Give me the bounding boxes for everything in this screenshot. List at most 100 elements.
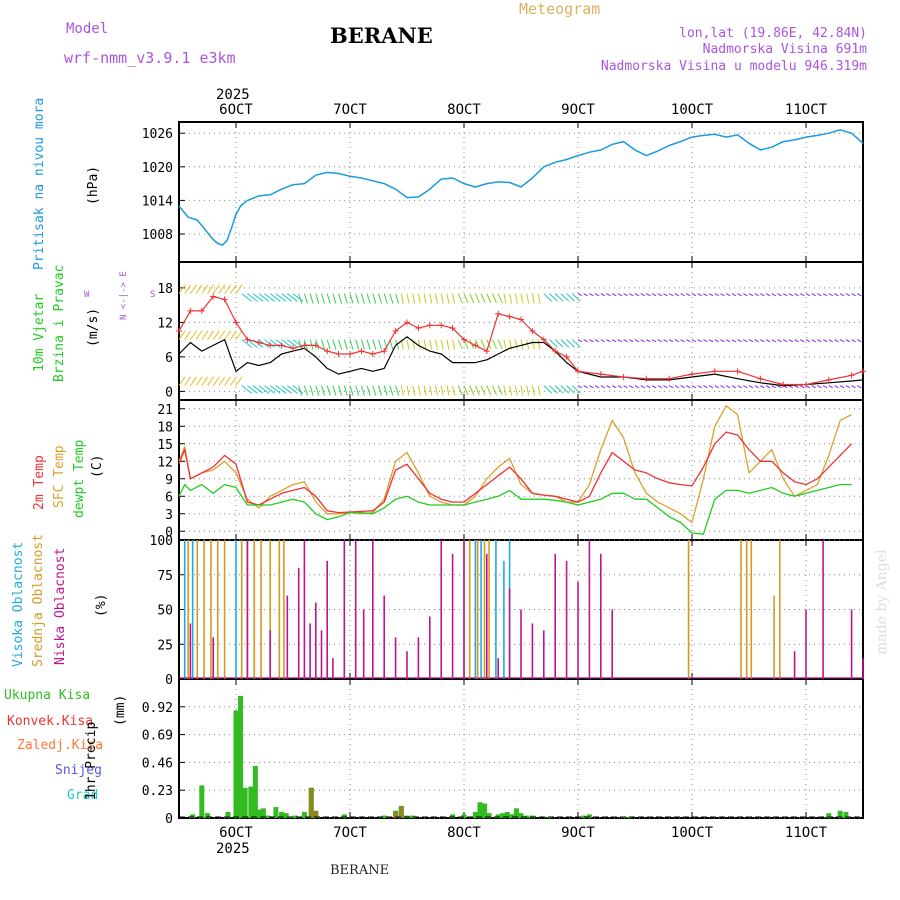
wind-barb [543,293,553,302]
wind-barb [229,284,237,294]
wind-barb [834,339,839,343]
wind-barb [179,330,186,340]
y-tick-label: 1014 [142,194,173,209]
wind-barb [446,339,450,350]
y-tick-label: 6 [165,351,173,366]
x-tick-label-bottom: 9OCT [561,825,595,841]
wind-barb [691,339,697,343]
wind-barb [549,293,558,302]
precip-bar [826,813,832,818]
wind-barb [560,385,570,394]
wind-barb [657,385,663,389]
wind-barb [668,385,674,389]
wind-barb [326,293,331,304]
gust-marker [404,319,410,326]
wind-barb [737,385,742,389]
wind-barb [720,339,725,343]
wind-barb [828,339,834,343]
gust-marker [597,371,604,378]
wind-barb [623,293,628,297]
x-tick-label-bottom: 6OCT [219,825,253,841]
wind-barb [737,339,742,343]
wind-barb [281,385,292,394]
wind-barb [372,339,377,350]
x-tick-label-bottom: 7OCT [333,825,367,841]
wind-barb [218,284,226,294]
wind-barb [754,293,759,297]
precip-unit: (mm) [113,695,128,726]
gust-marker [666,375,673,382]
wind-barb [771,293,777,297]
x-tick-label-top: 9OCT [561,102,595,118]
wind-barb [577,293,583,297]
gust-marker [461,336,467,343]
gust-marker [244,336,251,343]
gust-marker [643,375,650,382]
wind-barb [264,385,275,394]
wind-barb [474,293,480,304]
wind-barb [241,339,253,348]
precip-conv-bar [398,805,404,818]
wind-barb [207,330,214,340]
y-tick-label: 12 [157,316,173,331]
wind-barb [634,339,640,343]
x-tick-label-bottom: 11OCT [785,825,828,841]
wind-barb [195,284,203,294]
wind-barb [714,339,720,343]
wind-barb [794,293,799,297]
wind-barb [212,284,220,294]
dewpt-line [178,483,852,535]
x-axes: 6OCT 6OCT 7OCT 7OCT 8OCT 8OCT 9OCT 9OCT 10OCT 10O… [219,102,827,841]
wind-barb [446,293,450,304]
wind-barb [657,293,663,297]
wind-barb [657,339,663,343]
gust-marker [689,371,695,378]
wind-barb [298,293,303,304]
wind-barb [343,293,348,304]
wind-barb [195,376,203,386]
wind-barb [668,293,674,297]
precip-bar [486,813,492,818]
x-tick-label-top: 10OCT [671,102,714,118]
gust-marker [563,353,570,360]
precip-bar [518,813,524,818]
wind-barb [383,385,388,396]
wind-barb [292,293,304,302]
wind-barb [725,339,731,343]
wind-barb [440,293,444,304]
coords-label: lon,lat (19.86E, 42.84N) [679,26,867,41]
wind-barb [531,385,535,396]
wind-barb [691,293,697,297]
wind-barb [497,385,503,396]
wind-barb [629,293,634,297]
wind-barb [395,385,400,396]
y-tick-label: 0.69 [142,729,173,744]
wind-barb [452,293,456,304]
wind-barb [286,385,298,394]
wind-barb [805,385,811,389]
gust-marker [176,328,182,334]
gust-marker [324,348,331,355]
wind-barb [252,385,264,394]
wind-barb [634,385,640,389]
wind-vectors [179,284,862,396]
wind-barb [725,385,731,389]
wind-barb [743,293,748,297]
y-tick-label: 0 [165,812,173,827]
wind-barb [771,339,777,343]
wind-barb [651,339,657,343]
wind-barb [805,339,811,343]
precip-bar [504,811,510,818]
wind-barb [326,385,331,396]
wind-barb [839,339,845,343]
wind-barb [771,385,777,389]
precip-bar [225,811,231,818]
y-tick-label: 15 [157,438,173,453]
wind-barb [332,339,337,350]
wind-barb [589,385,594,389]
cloud-unit: (%) [94,594,109,617]
wind-barb [417,293,421,304]
wind-barb [452,339,456,350]
gust-marker [358,348,365,355]
